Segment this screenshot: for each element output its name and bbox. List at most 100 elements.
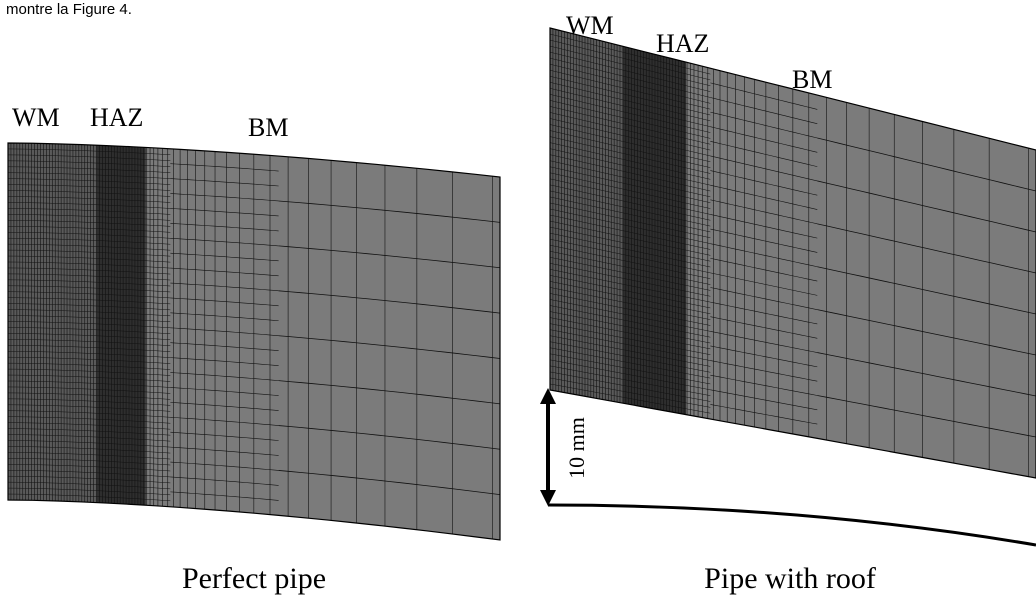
pipe-profile [547,503,1036,547]
mesh-line [549,154,711,192]
mesh-line [7,285,171,293]
mesh-line [549,166,711,203]
mesh-line [7,303,171,311]
mesh-line [710,199,818,225]
mesh-line [7,237,171,245]
mesh-line [549,244,711,279]
mesh-line [170,252,279,262]
mesh-line [7,297,171,305]
mesh-line [549,190,711,227]
weld-metal [550,28,623,404]
mesh-line [817,395,1036,438]
mesh-line [549,323,711,355]
mesh-line [710,214,818,239]
mesh-line [7,380,171,388]
mesh-line [7,202,171,209]
mesh-line [7,434,171,442]
mesh-line [7,160,171,167]
mesh-line [710,316,818,339]
mesh-line [170,476,279,486]
mesh-line [7,481,171,490]
mesh-line [549,142,711,180]
panel-outline [549,27,1036,479]
mesh-line [710,374,818,396]
mesh-line [710,345,818,368]
mesh-line [710,170,818,196]
mesh-line [170,208,279,217]
mesh-line [549,377,711,408]
mesh-line [278,470,501,496]
mesh-layer [7,27,1036,541]
mesh-line [549,311,711,344]
mesh-line [7,190,171,197]
region-label: BM [248,113,288,142]
mesh-line [817,266,1036,315]
mesh-line [170,431,279,441]
mesh-line [549,57,711,98]
mesh-line [7,440,171,448]
mesh-line [7,351,171,358]
mesh-line [549,347,711,379]
mesh-line [7,267,171,275]
mesh-line [7,249,171,257]
mesh-line [278,335,501,359]
mesh-line [7,255,171,263]
heat-affected-zone [622,46,687,415]
mesh-line [170,372,279,381]
mesh-line [170,178,279,187]
mesh-line [549,232,711,268]
region-label: HAZ [656,29,709,58]
mesh-line [549,184,711,221]
region-label: BM [792,65,832,94]
mesh-line [170,491,279,501]
mesh-line [710,184,818,210]
mesh-line [549,69,711,110]
mesh-line [710,126,818,153]
mesh-line [549,45,711,87]
region-label: WM [12,103,60,132]
mesh-line [7,166,171,173]
mesh-line [549,365,711,396]
mesh-line [549,226,711,262]
mesh-line [549,275,711,309]
mesh-line [710,228,818,253]
mesh-line [7,214,171,221]
mesh-line [7,446,171,454]
mesh-line [549,293,711,326]
mesh-line [549,305,711,338]
mesh-line [7,226,171,233]
mesh-line [817,309,1036,356]
mesh-line [7,154,171,161]
mesh-line [710,301,818,325]
mesh-line [7,386,171,394]
mesh-line [549,353,711,385]
mesh-line [7,493,171,502]
mesh-line [710,141,818,167]
mesh-line [549,100,711,139]
mesh-line [170,327,279,337]
region-label: WM [566,11,614,40]
mesh-line [7,422,171,430]
mesh-line [7,315,171,323]
mesh-line [549,263,711,297]
mesh-line [549,287,711,320]
mesh-line [549,208,711,244]
mesh-line [549,257,711,291]
mesh-line [278,380,501,405]
mesh-line [710,243,818,268]
mesh-line [817,352,1036,397]
mesh-line [7,475,171,484]
mesh-line [710,111,818,139]
mesh-line [710,257,818,282]
mesh-line [549,220,711,256]
mesh-line [710,97,818,124]
mesh-line [549,88,711,127]
mesh-line [549,178,711,215]
mesh-line [170,416,279,426]
mesh-line [549,250,711,285]
mesh-line [549,202,711,239]
mesh-line [7,184,171,191]
mesh-line [170,312,279,322]
mesh-line [549,383,711,414]
mesh-line [549,33,711,75]
